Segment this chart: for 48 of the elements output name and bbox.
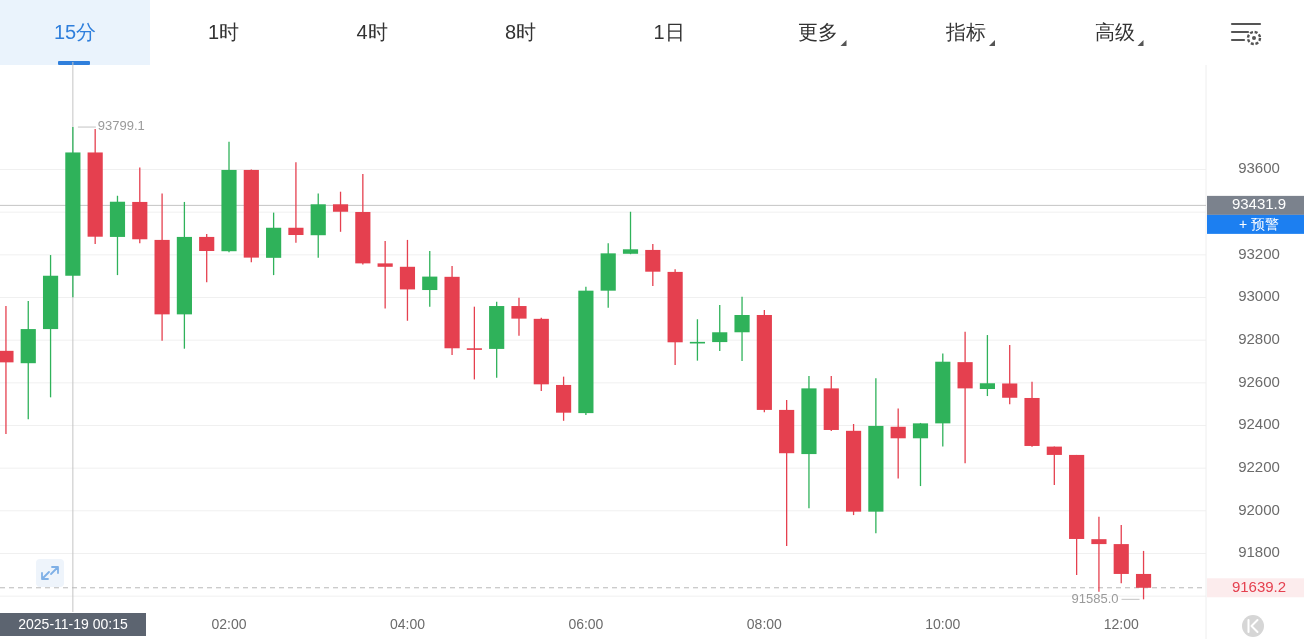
y-tick-label: 93000 [1238, 287, 1280, 305]
x-tick-label: 02:00 [211, 615, 247, 632]
text: 15分 [53, 21, 97, 44]
candlestick [288, 161, 304, 244]
candlestick [1002, 344, 1018, 406]
candlestick [511, 297, 527, 337]
text: 8时 [504, 21, 537, 44]
y-tick-label: 91800 [1238, 543, 1280, 561]
text: 4时 [356, 21, 388, 44]
candlestick [0, 305, 14, 435]
candlestick [890, 407, 906, 480]
candlestick [332, 191, 349, 233]
text: 高级 [1094, 21, 1135, 44]
candlestick [912, 422, 929, 487]
y-tick-label: 92200 [1238, 458, 1280, 476]
candlestick [1046, 445, 1062, 486]
x-tick-label: 04:00 [389, 615, 426, 632]
y-tick-label: 92400 [1238, 415, 1280, 433]
y-tick-label: 93600 [1238, 159, 1280, 177]
ref-line-label: 93431.9 [1231, 195, 1287, 213]
candlestick [377, 240, 393, 310]
candlestick [1091, 516, 1107, 593]
annotation: 93799.1 [97, 118, 145, 134]
candlestick [422, 250, 438, 308]
candlestick [712, 304, 728, 352]
x-tick-label: 10:00 [925, 615, 961, 632]
candlestick [1135, 550, 1152, 600]
candlestick [645, 243, 661, 287]
candlestick [466, 306, 482, 381]
candlestick [734, 296, 750, 362]
x-tick-label: 12:00 [1103, 615, 1139, 632]
y-tick-label: 92600 [1238, 372, 1280, 390]
x-tick-label: 08:00 [746, 615, 783, 632]
y-tick-label: 92000 [1238, 500, 1280, 518]
text: 1日 [653, 21, 685, 44]
y-tick-label: 93200 [1238, 244, 1280, 262]
candlestick [622, 211, 639, 255]
x-tick-label: 06:00 [568, 615, 604, 632]
annotation: 91585.0 [1071, 590, 1119, 606]
candlestick [199, 233, 215, 284]
candlestick [979, 334, 995, 397]
text: 1时 [207, 21, 240, 44]
y-tick-label: 92800 [1238, 330, 1280, 348]
ref-line-label: 91639.2 [1231, 577, 1287, 595]
text: 更多 [797, 21, 838, 44]
ref-line-label: 2025-11-19 00:15 [18, 615, 128, 632]
candlestick [399, 239, 416, 322]
text: 指标 [945, 21, 986, 44]
